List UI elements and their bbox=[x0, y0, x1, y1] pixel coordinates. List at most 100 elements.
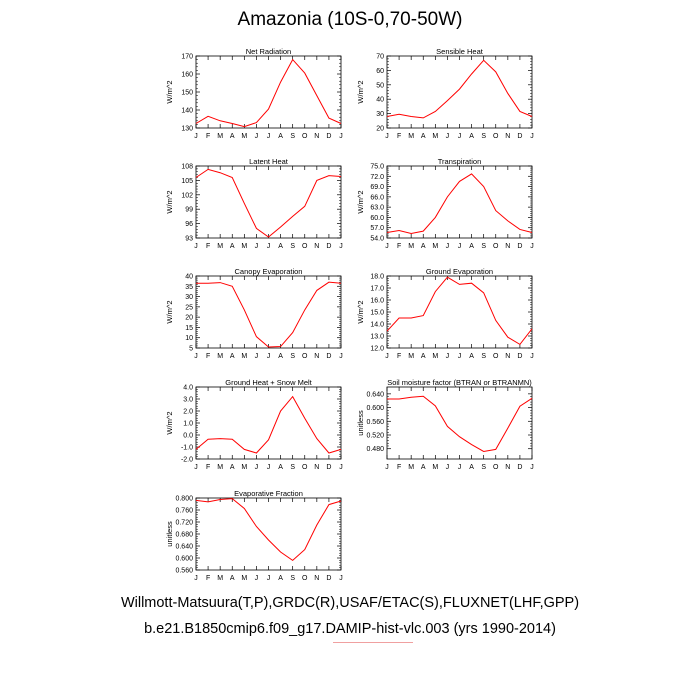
series-line bbox=[195, 168, 342, 238]
x-tick-label: A bbox=[421, 133, 426, 140]
x-tick-label: N bbox=[505, 464, 510, 471]
x-tick-label: J bbox=[458, 243, 462, 250]
x-tick-label: J bbox=[446, 133, 450, 140]
x-tick-label: F bbox=[397, 243, 401, 250]
y-tick-label: 0.720 bbox=[175, 520, 193, 527]
x-tick-label: S bbox=[290, 133, 295, 140]
y-tick-label: 0.560 bbox=[366, 419, 384, 426]
x-tick-label: A bbox=[230, 464, 235, 471]
x-tick-label: A bbox=[230, 133, 235, 140]
x-tick-label: M bbox=[408, 243, 414, 250]
y-tick-label: 102 bbox=[181, 192, 193, 199]
y-tick-label: 14.0 bbox=[370, 322, 384, 329]
x-tick-label: S bbox=[481, 464, 486, 471]
x-tick-label: M bbox=[241, 575, 247, 582]
y-tick-label: 13.0 bbox=[370, 334, 384, 341]
x-tick-label: A bbox=[421, 243, 426, 250]
x-tick-label: S bbox=[290, 575, 295, 582]
x-tick-label: J bbox=[255, 243, 259, 250]
x-tick-label: J bbox=[255, 575, 259, 582]
x-tick-label: J bbox=[446, 353, 450, 360]
x-tick-label: J bbox=[339, 575, 343, 582]
x-tick-label: F bbox=[206, 133, 210, 140]
x-tick-label: N bbox=[505, 243, 510, 250]
panel-title: Ground Heat + Snow Melt bbox=[225, 378, 312, 387]
x-tick-label: M bbox=[432, 243, 438, 250]
x-tick-label: J bbox=[194, 133, 198, 140]
y-tick-label: 35 bbox=[185, 284, 193, 291]
panel-title: Latent Heat bbox=[249, 157, 289, 166]
y-axis-label: W/m^2 bbox=[165, 411, 174, 434]
x-tick-label: J bbox=[339, 353, 343, 360]
y-axis-label: unitless bbox=[356, 410, 365, 436]
series-line bbox=[195, 58, 342, 128]
x-tick-label: O bbox=[493, 464, 499, 471]
x-tick-label: J bbox=[458, 133, 462, 140]
y-tick-label: 30 bbox=[185, 294, 193, 301]
y-tick-label: 5 bbox=[189, 346, 193, 353]
x-tick-label: M bbox=[408, 464, 414, 471]
x-tick-label: D bbox=[517, 464, 522, 471]
y-tick-label: 25 bbox=[185, 304, 193, 311]
panel-6: Ground Evaporation W/m^2 12.0 13.0 14.0 15.0 1… bbox=[356, 267, 534, 360]
x-tick-label: S bbox=[481, 243, 486, 250]
panel-5: Canopy Evaporation W/m^2 5 10 15 20 25 30 35 40 J F… bbox=[165, 267, 343, 360]
y-tick-label: 0.640 bbox=[175, 544, 193, 551]
x-tick-label: A bbox=[278, 243, 283, 250]
x-tick-label: O bbox=[302, 133, 308, 140]
x-tick-label: M bbox=[217, 575, 223, 582]
y-tick-label: 93 bbox=[185, 236, 193, 243]
x-tick-label: M bbox=[241, 243, 247, 250]
x-tick-label: J bbox=[194, 353, 198, 360]
y-tick-label: 30 bbox=[376, 111, 384, 118]
y-tick-label: 4.0 bbox=[183, 385, 193, 392]
x-tick-label: M bbox=[432, 464, 438, 471]
y-tick-label: 16.0 bbox=[370, 298, 384, 305]
y-tick-label: -1.0 bbox=[181, 445, 193, 452]
x-tick-label: N bbox=[505, 133, 510, 140]
y-tick-label: 60 bbox=[376, 68, 384, 75]
x-tick-label: J bbox=[458, 353, 462, 360]
y-tick-label: 63.0 bbox=[370, 205, 384, 212]
x-tick-label: M bbox=[241, 353, 247, 360]
panel-title: Ground Evaporation bbox=[426, 267, 493, 276]
y-tick-label: 70 bbox=[376, 54, 384, 61]
x-tick-label: A bbox=[230, 243, 235, 250]
y-tick-label: 130 bbox=[181, 126, 193, 133]
y-axis-label: W/m^2 bbox=[356, 300, 365, 323]
x-tick-label: J bbox=[530, 243, 534, 250]
x-tick-label: J bbox=[446, 243, 450, 250]
y-tick-label: 0.520 bbox=[366, 433, 384, 440]
x-tick-label: M bbox=[217, 133, 223, 140]
x-tick-label: D bbox=[326, 133, 331, 140]
x-tick-label: A bbox=[278, 575, 283, 582]
x-tick-label: J bbox=[339, 464, 343, 471]
plot-frame bbox=[386, 165, 533, 239]
y-tick-label: 72.0 bbox=[370, 174, 384, 181]
x-tick-label: J bbox=[339, 133, 343, 140]
x-tick-label: A bbox=[469, 353, 474, 360]
x-tick-label: D bbox=[326, 243, 331, 250]
panel-title: Net Radiation bbox=[246, 47, 291, 56]
panel-title: Evaporative Fraction bbox=[234, 489, 303, 498]
series-line bbox=[195, 498, 342, 562]
x-tick-label: O bbox=[493, 133, 499, 140]
panel-title: Sensible Heat bbox=[436, 47, 484, 56]
x-tick-label: F bbox=[206, 353, 210, 360]
y-tick-label: 10 bbox=[185, 335, 193, 342]
x-tick-label: D bbox=[326, 353, 331, 360]
panel-title: Soil moisture factor (BTRAN or BTRANMN) bbox=[387, 378, 532, 387]
y-tick-label: 15 bbox=[185, 325, 193, 332]
y-tick-label: 20 bbox=[376, 126, 384, 133]
y-tick-label: 57.0 bbox=[370, 225, 384, 232]
x-tick-label: A bbox=[230, 353, 235, 360]
x-tick-label: M bbox=[217, 243, 223, 250]
x-tick-label: J bbox=[194, 464, 198, 471]
plot-frame bbox=[386, 275, 533, 349]
y-tick-label: 60.0 bbox=[370, 215, 384, 222]
x-tick-label: J bbox=[385, 133, 389, 140]
x-tick-label: F bbox=[397, 464, 401, 471]
